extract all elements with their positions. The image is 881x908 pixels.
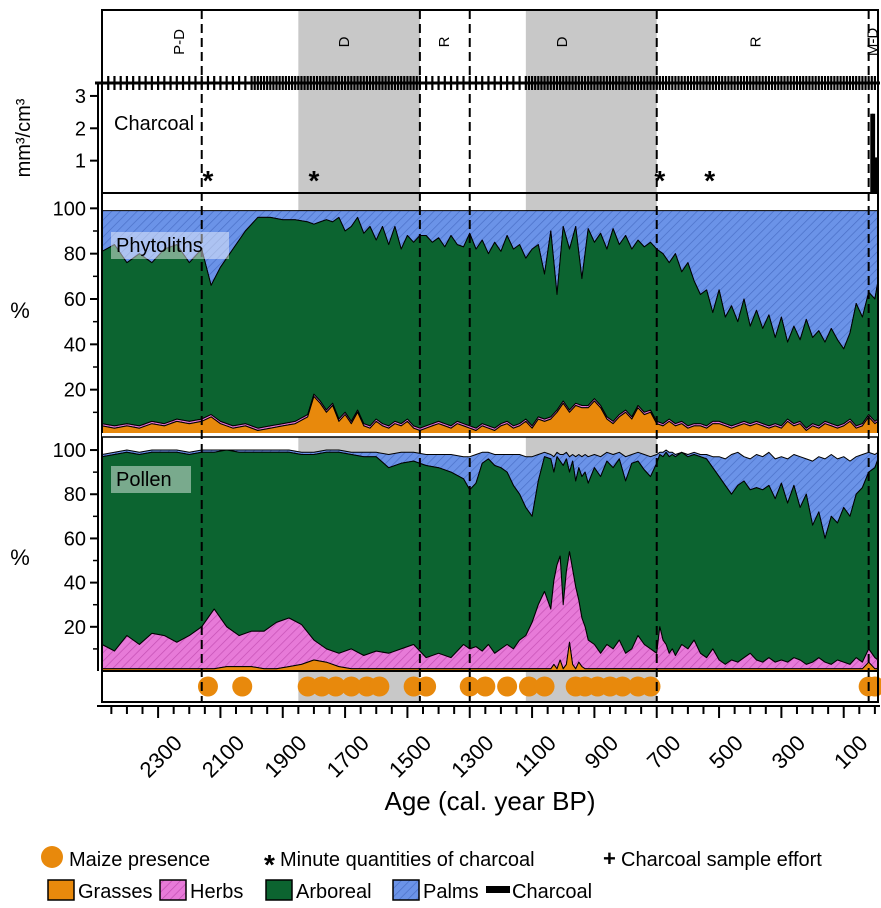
zone-label: R [436, 36, 453, 47]
maize-dot [640, 676, 661, 697]
maize-dot [612, 676, 633, 697]
y-tick-label: 20 [64, 380, 86, 402]
charcoal-ylabel: mm³/cm³ [13, 98, 35, 177]
charcoal-panel-label: Charcoal [114, 113, 194, 135]
maize-dot [416, 676, 437, 697]
maize-dot [325, 676, 346, 697]
maize-dot [232, 676, 253, 697]
zone-label: D [554, 36, 571, 47]
maize-dot [864, 676, 881, 697]
x-tick-label: 1500 [384, 730, 436, 782]
panel-label-box [111, 232, 229, 259]
maize-dot [369, 676, 390, 697]
legend-maize-symbol [41, 846, 63, 868]
zone-label: D [336, 36, 353, 47]
phytolith-ylabel: % [10, 298, 30, 323]
zone-label: R [747, 36, 764, 47]
maize-dot [534, 676, 555, 697]
legend-grasses-label: Grasses [78, 881, 152, 903]
legend-arboreal-swatch [265, 879, 293, 901]
y-tick-label: 100 [53, 198, 86, 220]
y-tick-label: 60 [64, 528, 86, 550]
zone-label: M-D [864, 28, 881, 56]
y-tick-label: 60 [64, 289, 86, 311]
x-tick-label: 1300 [446, 730, 498, 782]
pollen-panel-label: Pollen [116, 469, 172, 491]
x-tick-label: 700 [642, 730, 686, 774]
y-tick-label: 80 [64, 484, 86, 506]
maize-dot [518, 676, 539, 697]
legend-sample-effort-label: Charcoal sample effort [621, 849, 822, 871]
legend-charcoal-swatch [486, 886, 510, 893]
minute-charcoal-asterisk: * [203, 165, 214, 196]
maize-dot [197, 676, 218, 697]
minute-charcoal-asterisk: * [308, 165, 319, 196]
legend-asterisk-symbol: * [264, 849, 275, 880]
x-tick-label: 300 [767, 730, 811, 774]
x-tick-label: 1900 [259, 730, 311, 782]
x-tick-label: 900 [580, 730, 624, 774]
y-tick-label: 40 [64, 573, 86, 595]
legend-palms-swatch [392, 879, 420, 901]
charcoal-bar [872, 113, 876, 193]
x-tick-label: 2300 [135, 730, 187, 782]
zone-label: P-D [171, 29, 188, 55]
y-tick-label: 40 [64, 334, 86, 356]
legend-minute-charcoal-label: Minute quantities of charcoal [280, 849, 535, 871]
panel-label-box [111, 466, 191, 493]
outer-frame [101, 9, 879, 703]
charcoal-bar [874, 157, 878, 193]
x-axis-title: Age (cal. year BP) [385, 786, 596, 816]
phytolith-series [102, 210, 878, 435]
x-tick-label: 1100 [510, 730, 561, 781]
maize-dot [311, 676, 332, 697]
legend-charcoal-label: Charcoal [512, 881, 592, 903]
legend-herbs-swatch [159, 879, 187, 901]
maize-dot [297, 676, 318, 697]
x-tick-label: 1700 [322, 730, 374, 782]
legend-palms-label: Palms [423, 881, 479, 903]
y-tick-label: 100 [53, 440, 86, 462]
x-tick-label: 100 [829, 730, 873, 774]
y-tick-label: 80 [64, 244, 86, 266]
pollen-series [102, 449, 878, 671]
charcoal-bar [870, 113, 874, 193]
pollen-grasses-area [102, 641, 878, 671]
minute-charcoal-asterisk: * [704, 165, 715, 196]
legend-arboreal-label: Arboreal [296, 881, 372, 903]
x-tick-label: 2100 [197, 730, 249, 782]
legend-grasses-swatch [47, 879, 75, 901]
phytolith-panel-label: Phytoliths [116, 235, 203, 257]
panel-frames [90, 9, 880, 718]
pollen-ylabel: % [10, 545, 30, 570]
legend-plus-symbol: + [603, 846, 616, 871]
y-tick-label: 3 [75, 86, 86, 108]
data-layer [95, 76, 881, 697]
y-tick-label: 1 [75, 151, 86, 173]
maize-dot [497, 676, 518, 697]
y-tick-label: 2 [75, 118, 86, 140]
x-tick-label: 500 [704, 730, 748, 774]
minute-charcoal-asterisk: * [654, 165, 665, 196]
y-tick-label: 20 [64, 617, 86, 639]
legend-maize-label: Maize presence [69, 849, 210, 871]
legend-herbs-label: Herbs [190, 881, 243, 903]
maize-dot [341, 676, 362, 697]
maize-dot [475, 676, 496, 697]
phytolith-grasses-area [102, 396, 878, 435]
